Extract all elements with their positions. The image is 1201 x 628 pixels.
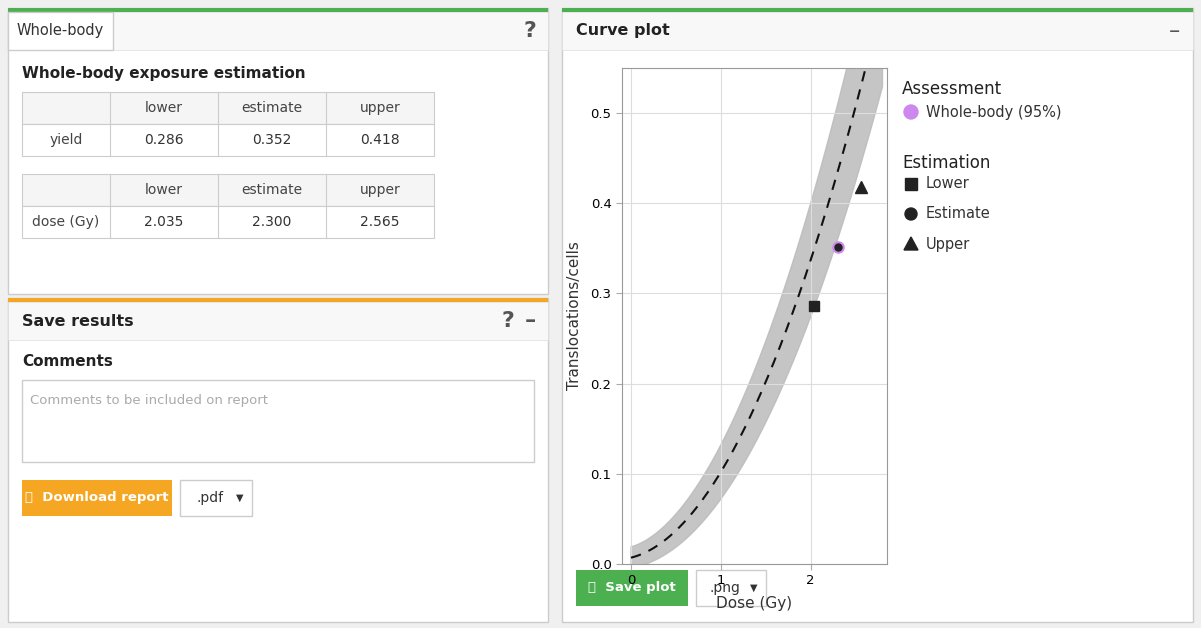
Text: Assessment: Assessment	[902, 80, 1002, 98]
Bar	[562, 8, 1193, 12]
Text: ?: ?	[524, 21, 537, 41]
Text: 2.300: 2.300	[252, 215, 292, 229]
Text: estimate: estimate	[241, 101, 303, 115]
Text: –: –	[1170, 21, 1181, 41]
Bar	[22, 92, 434, 124]
Bar	[906, 178, 918, 190]
Text: ⤓  Save plot: ⤓ Save plot	[588, 582, 676, 595]
Bar	[576, 570, 688, 606]
Bar	[562, 12, 1193, 50]
Text: lower: lower	[145, 183, 183, 197]
Text: 0.286: 0.286	[144, 133, 184, 147]
Text: ▼: ▼	[237, 493, 244, 503]
Text: Upper: Upper	[926, 237, 970, 251]
Bar	[22, 380, 534, 462]
Text: –: –	[525, 311, 536, 331]
X-axis label: Dose (Gy): Dose (Gy)	[717, 596, 793, 611]
Text: Estimate: Estimate	[926, 207, 991, 222]
Bar	[22, 124, 434, 156]
Bar	[8, 8, 548, 12]
Bar	[8, 12, 113, 50]
Text: upper: upper	[359, 101, 400, 115]
Bar	[8, 298, 548, 622]
Y-axis label: Translocations/cells: Translocations/cells	[567, 242, 582, 391]
Text: 2.565: 2.565	[360, 215, 400, 229]
Text: ▼: ▼	[751, 583, 758, 593]
Text: Comments to be included on report: Comments to be included on report	[30, 394, 268, 407]
Bar	[22, 206, 434, 238]
Bar	[8, 302, 548, 340]
Text: Estimation: Estimation	[902, 154, 991, 172]
Text: .pdf: .pdf	[197, 491, 223, 505]
Text: Lower: Lower	[926, 176, 969, 192]
Text: estimate: estimate	[241, 183, 303, 197]
Text: 0.418: 0.418	[360, 133, 400, 147]
Text: upper: upper	[359, 183, 400, 197]
Text: ⤓  Download report: ⤓ Download report	[25, 492, 169, 504]
Bar	[22, 480, 172, 516]
Bar	[562, 8, 1193, 622]
Text: Whole-body (95%): Whole-body (95%)	[926, 104, 1062, 119]
Circle shape	[906, 208, 918, 220]
Text: Save results: Save results	[22, 313, 133, 328]
Polygon shape	[904, 237, 918, 250]
Bar	[8, 8, 548, 294]
Text: Comments: Comments	[22, 354, 113, 369]
Text: .png: .png	[710, 581, 741, 595]
Text: Curve plot: Curve plot	[576, 23, 670, 38]
Bar	[22, 174, 434, 206]
Text: lower: lower	[145, 101, 183, 115]
Text: ?: ?	[502, 311, 514, 331]
Bar	[8, 298, 548, 302]
Bar	[697, 570, 766, 606]
Text: 2.035: 2.035	[144, 215, 184, 229]
Text: dose (Gy): dose (Gy)	[32, 215, 100, 229]
Bar	[8, 12, 548, 50]
Circle shape	[904, 105, 918, 119]
Bar	[180, 480, 252, 516]
Text: Whole-body exposure estimation: Whole-body exposure estimation	[22, 66, 305, 81]
Text: Whole-body: Whole-body	[17, 23, 103, 38]
Text: yield: yield	[49, 133, 83, 147]
Text: 0.352: 0.352	[252, 133, 292, 147]
